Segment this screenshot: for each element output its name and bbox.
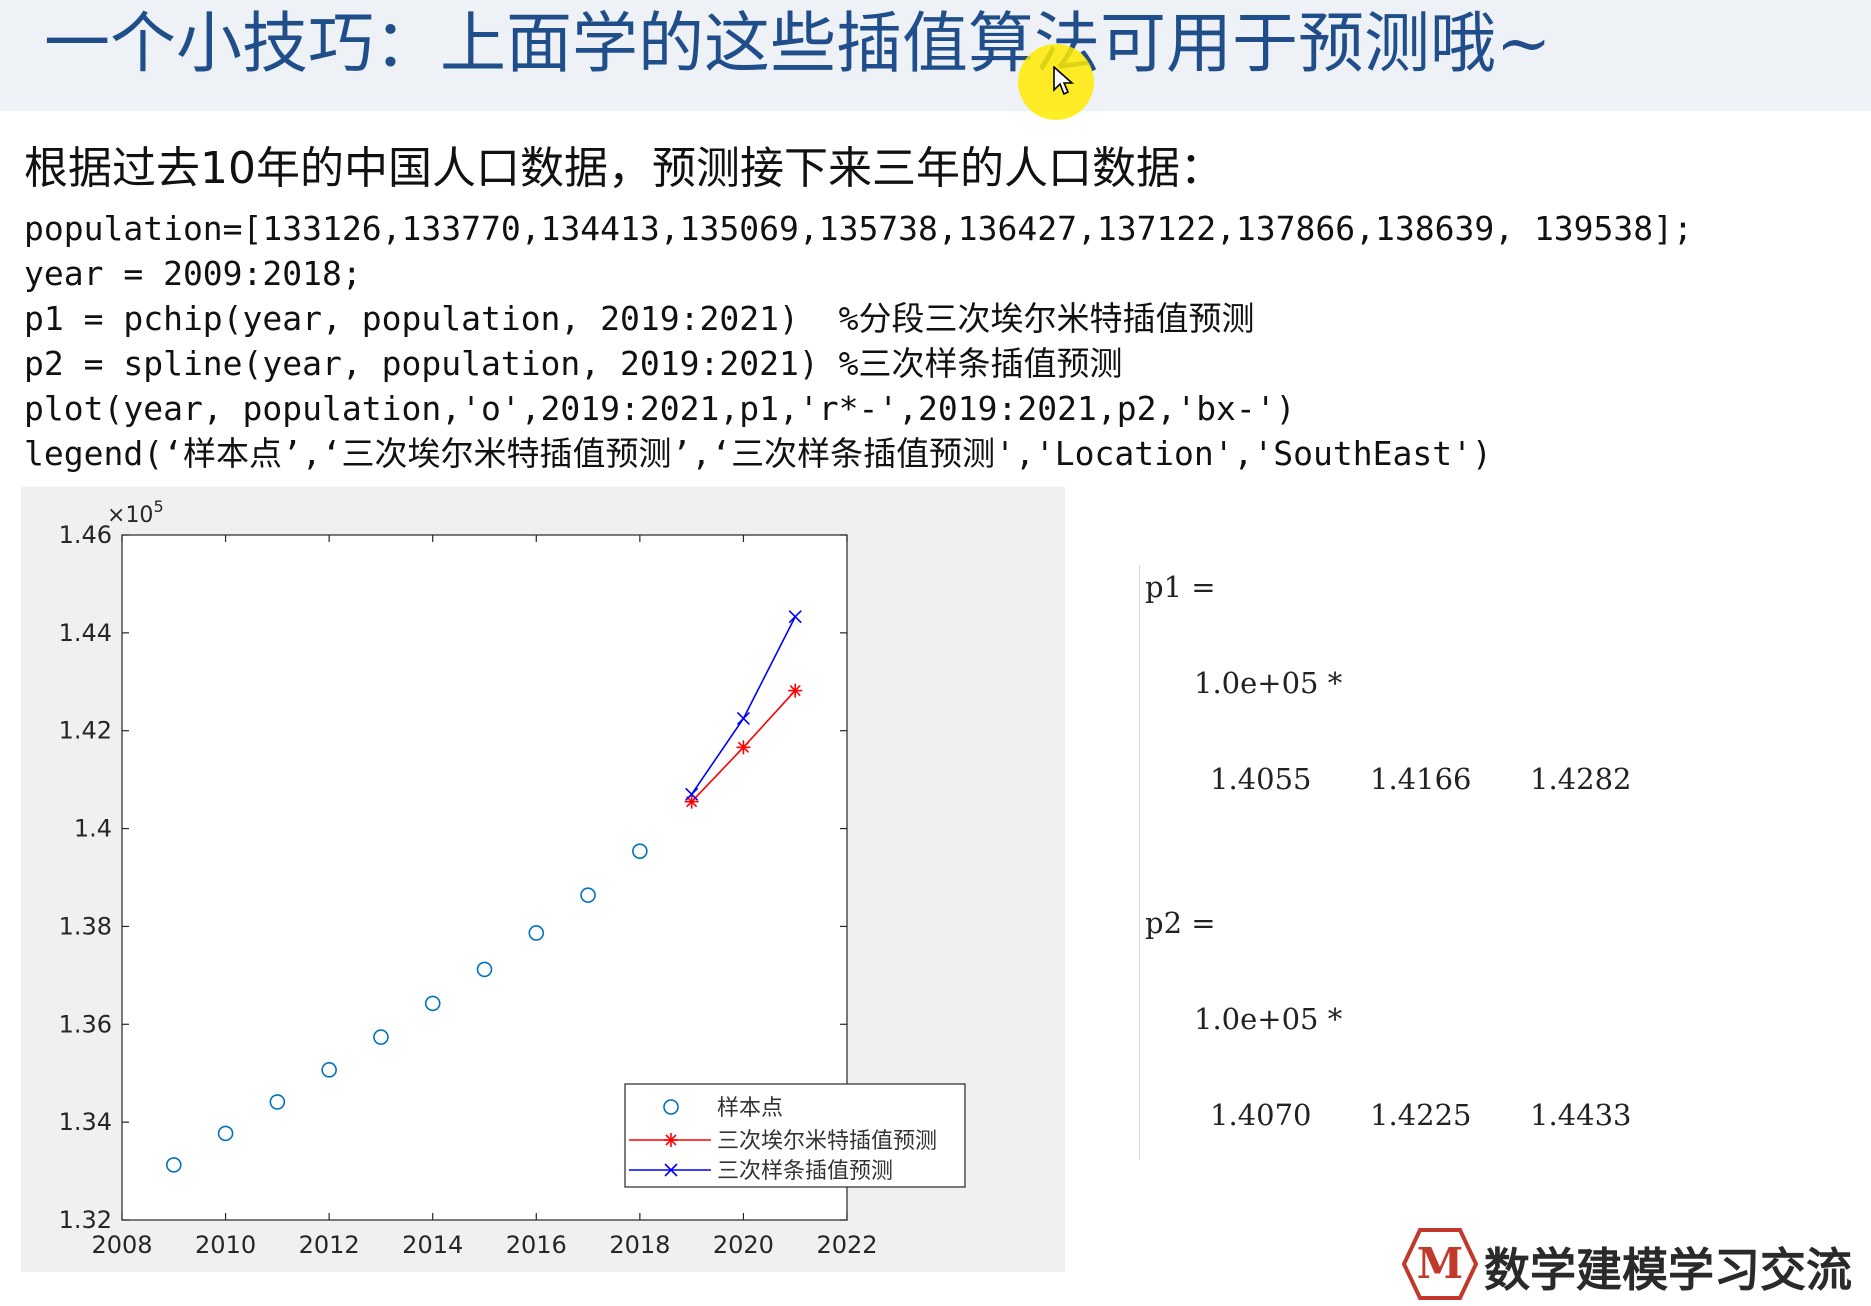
console-p1-value: 1.4282 <box>1530 762 1632 796</box>
marker-stroke <box>685 787 699 801</box>
y-tick-label: 1.38 <box>59 912 112 940</box>
x-tick-label: 2010 <box>195 1231 256 1259</box>
code-line: population=[133126,133770,134413,135069,… <box>24 209 1693 248</box>
code-line: plot(year, population,'o',2019:2021,p1,'… <box>24 389 1296 428</box>
legend: 样本点 三次埃尔米特插值预测 三次样条插值预测 <box>624 1083 966 1188</box>
data-point-x <box>685 787 699 801</box>
marker-stroke <box>736 711 750 726</box>
x-tick-label: 2008 <box>91 1231 152 1259</box>
logo-badge-icon: M <box>1402 1228 1478 1300</box>
code-line: legend(‘样本点’,‘三次埃尔米特插值预测’,‘三次样条插值预测','Lo… <box>24 434 1492 473</box>
console-divider <box>1139 565 1140 1160</box>
legend-marker-star <box>664 1133 678 1147</box>
data-point-circle <box>528 925 545 941</box>
console-p1-value: 1.4166 <box>1370 762 1472 796</box>
data-point-circle <box>424 995 441 1012</box>
data-point-star <box>736 740 751 755</box>
console-p1-value: 1.4055 <box>1210 762 1312 796</box>
data-point-circle <box>217 1125 234 1142</box>
code-line: year = 2009:2018; <box>24 254 362 293</box>
console-p2-value: 1.4433 <box>1530 1098 1632 1132</box>
logo-badge-letter: M <box>1417 1239 1464 1288</box>
y-tick-label: 1.46 <box>59 521 112 549</box>
y-multiplier-exponent: 5 <box>153 497 163 516</box>
y-tick-labels: 1.32 1.34 1.36 1.38 1.4 1.42 1.44 1.46 <box>59 521 112 1234</box>
y-tick-label: 1.32 <box>59 1206 112 1234</box>
x-tick-label: 2012 <box>299 1231 360 1259</box>
intro-text: 根据过去10年的中国人口数据，预测接下来三年的人口数据： <box>24 143 1224 194</box>
data-point-x <box>788 610 802 624</box>
data-point-circle <box>373 1029 389 1045</box>
legend-marker-circle <box>663 1099 679 1115</box>
console-p2-value: 1.4225 <box>1370 1098 1472 1132</box>
data-point-circle <box>632 843 648 859</box>
data-point-circle <box>165 1157 182 1173</box>
x-tick-label: 2020 <box>713 1231 774 1259</box>
chart: 2008 2010 2012 2014 2016 2018 2020 2022 … <box>59 497 966 1259</box>
console-p1-label: p1 = <box>1145 570 1216 604</box>
marker-stroke <box>789 685 801 697</box>
legend-label-samples: 样本点 <box>717 1096 783 1121</box>
x-tick-label: 2014 <box>402 1231 463 1259</box>
slide-title: 一个小技巧：上面学的这些插值算法可用于预测哦~ <box>44 5 1552 82</box>
mouse-cursor-icon <box>1053 66 1075 96</box>
y-tick-label: 1.4 <box>74 815 112 843</box>
console-p1-scale: 1.0e+05 * <box>1194 666 1343 700</box>
data-point-circle <box>476 961 493 978</box>
legend-label-hermite: 三次埃尔米特插值预测 <box>717 1129 937 1154</box>
logo-text: 数学建模学习交流 <box>1484 1243 1852 1297</box>
code-line: p2 = spline(year, population, 2019:2021)… <box>24 344 1123 383</box>
title-bar: 一个小技巧：上面学的这些插值算法可用于预测哦~ <box>0 0 1871 111</box>
data-point-circle <box>580 887 596 903</box>
legend-label-spline: 三次样条插值预测 <box>717 1159 893 1184</box>
x-tick-label: 2016 <box>506 1231 567 1259</box>
code-line: p1 = pchip(year, population, 2019:2021) … <box>24 299 1255 338</box>
marker-stroke <box>788 610 802 624</box>
y-multiplier-base: 10 <box>125 503 153 528</box>
y-tick-label: 1.34 <box>59 1108 112 1136</box>
data-point-circle <box>269 1094 286 1110</box>
x-tick-label: 2022 <box>816 1231 877 1259</box>
marker-stroke <box>737 741 749 753</box>
y-multiplier: ×105 <box>107 497 164 528</box>
x-tick-labels: 2008 2010 2012 2014 2016 2018 2020 2022 <box>91 1231 877 1259</box>
y-tick-label: 1.36 <box>59 1010 112 1038</box>
figure-window: 2008 2010 2012 2014 2016 2018 2020 2022 … <box>21 487 1065 1272</box>
console-p2-label: p2 = <box>1145 906 1216 940</box>
code-block: population=[133126,133770,134413,135069,… <box>24 206 1693 476</box>
x-tick-label: 2018 <box>609 1231 670 1259</box>
data-point-star <box>684 794 699 809</box>
axis-ticks <box>121 534 848 1221</box>
data-point-x <box>736 711 750 726</box>
data-point-circle <box>321 1062 337 1078</box>
data-point-star <box>788 683 803 698</box>
logo: M 数学建模学习交流 <box>1402 1228 1862 1300</box>
y-tick-label: 1.42 <box>59 717 112 745</box>
console-p2-scale: 1.0e+05 * <box>1194 1002 1343 1036</box>
legend-marker-x <box>664 1163 678 1177</box>
console-p2-value: 1.4070 <box>1210 1098 1312 1132</box>
y-tick-label: 1.44 <box>59 619 112 647</box>
data-series <box>165 610 803 1173</box>
